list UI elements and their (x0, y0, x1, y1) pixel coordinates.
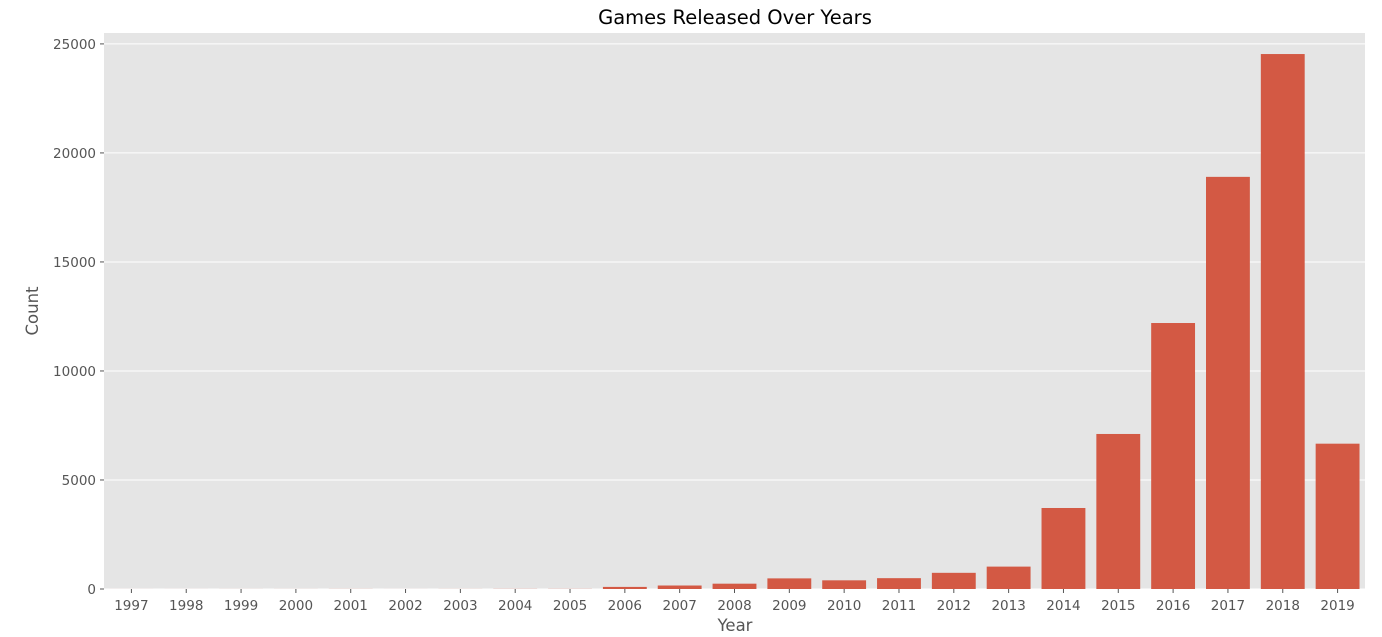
bar-2012 (931, 572, 976, 589)
y-tick-label: 20000 (53, 146, 96, 162)
x-tick-label: 2006 (608, 598, 642, 614)
x-tick-label: 2002 (388, 598, 422, 614)
x-tick-label: 2000 (279, 598, 313, 614)
x-tick-label: 1999 (224, 598, 258, 614)
bars (109, 54, 1360, 590)
bar-2016 (1151, 323, 1196, 589)
bar-2006 (602, 586, 647, 589)
x-tick-label: 2003 (443, 598, 477, 614)
bar-2011 (877, 578, 921, 589)
y-tick-label: 10000 (53, 364, 96, 380)
x-tick-label: 2013 (991, 598, 1025, 614)
x-tick-label: 2001 (334, 598, 368, 614)
x-tick-label: 1997 (114, 598, 148, 614)
x-tick-label: 2009 (772, 598, 806, 614)
bar-2017 (1206, 176, 1250, 589)
x-tick-labels: 1997 1998 1999 2000 2001 2002 2003 2004 2005 2006… (114, 589, 1355, 614)
x-tick-label: 2015 (1101, 598, 1135, 614)
x-tick-label: 2007 (662, 598, 696, 614)
x-tick-label: 2012 (937, 598, 971, 614)
x-tick-label: 2018 (1266, 598, 1300, 614)
x-tick-label: 2010 (827, 598, 861, 614)
y-tick-label: 25000 (53, 37, 96, 53)
bar-2007 (657, 585, 702, 589)
x-tick-label: 2011 (882, 598, 916, 614)
y-tick-labels: 0 5000 10000 15000 20000 25000 (53, 37, 104, 598)
x-tick-label: 2005 (553, 598, 587, 614)
bar-2014 (1041, 507, 1086, 589)
x-tick-label: 2019 (1320, 598, 1354, 614)
bar-2015 (1096, 433, 1141, 589)
chart-title: Games Released Over Years (598, 6, 872, 29)
x-tick-label: 1998 (169, 598, 203, 614)
x-tick-label: 2008 (717, 598, 751, 614)
x-tick-label: 2014 (1046, 598, 1080, 614)
bar-2010 (822, 580, 867, 589)
y-axis-label: Count (23, 286, 42, 336)
x-axis-label: Year (717, 616, 753, 635)
x-tick-label: 2004 (498, 598, 532, 614)
bar-2018 (1260, 54, 1305, 590)
bar-2008 (712, 583, 757, 589)
x-tick-label: 2017 (1211, 598, 1245, 614)
bar-2019 (1315, 443, 1360, 589)
y-tick-label: 15000 (53, 255, 96, 271)
y-tick-label: 5000 (62, 473, 96, 489)
y-tick-label: 0 (87, 582, 96, 598)
bar-2013 (986, 566, 1031, 589)
x-tick-label: 2016 (1156, 598, 1190, 614)
bar-2009 (767, 578, 812, 589)
